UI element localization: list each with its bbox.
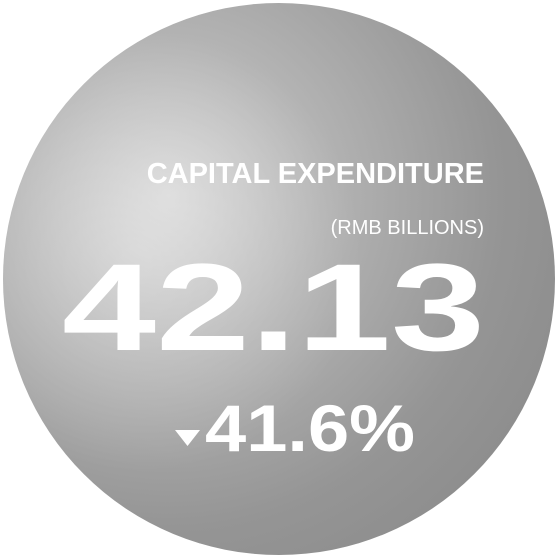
kpi-unit: (RMB BILLIONS)	[331, 217, 484, 239]
moon-highlight	[3, 3, 555, 555]
kpi-value: 42.13	[62, 239, 485, 377]
kpi-change: 41.6%	[205, 391, 415, 465]
down-arrow	[175, 430, 200, 446]
kpi-title: CAPITAL EXPENDITURE	[147, 158, 484, 190]
